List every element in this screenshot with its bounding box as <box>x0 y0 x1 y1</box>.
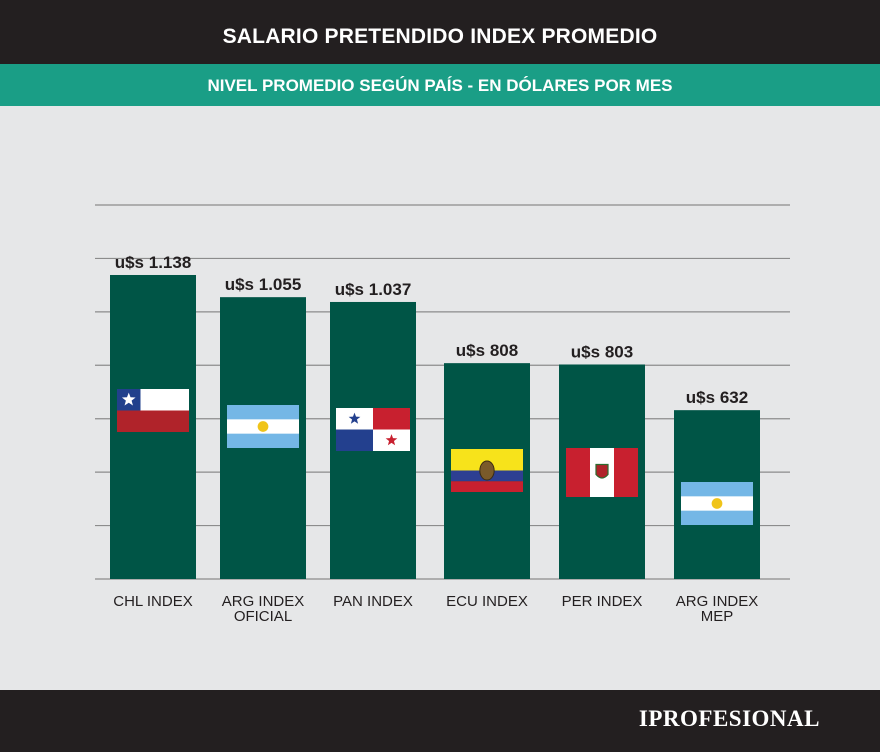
category-label: MEP <box>701 608 734 625</box>
value-label: u$s 1.055 <box>225 275 302 294</box>
category-label: OFICIAL <box>234 608 292 625</box>
brand-logo: IPROFESIONAL <box>638 706 820 731</box>
category-label: ECU INDEX <box>446 593 528 610</box>
value-label: u$s 808 <box>456 341 518 360</box>
panama-flag-icon <box>336 408 410 451</box>
ecuador-flag-icon <box>451 449 523 492</box>
chart-subtitle: NIVEL PROMEDIO SEGÚN PAÍS - EN DÓLARES P… <box>0 64 880 106</box>
footer: IPROFESIONAL <box>0 690 880 752</box>
chart-title: SALARIO PRETENDIDO INDEX PROMEDIO <box>0 0 880 64</box>
category-label: ARG INDEX <box>676 593 759 610</box>
category-label: CHL INDEX <box>113 593 192 610</box>
chart-area: u$s 1.138 CHL INDEX u$s 1.055 ARG INDEX OFIC… <box>0 106 880 690</box>
argentina-flag-icon <box>681 482 753 525</box>
category-label: ARG INDEX <box>222 593 305 610</box>
category-label: PER INDEX <box>562 593 643 610</box>
value-label: u$s 1.138 <box>115 253 192 272</box>
gridlines <box>95 204 790 580</box>
value-label: u$s 632 <box>686 388 748 407</box>
category-label: PAN INDEX <box>333 593 413 610</box>
argentina-flag-icon <box>227 405 299 448</box>
chile-flag-icon <box>117 389 189 432</box>
value-label: u$s 803 <box>571 342 633 361</box>
peru-flag-icon <box>566 448 638 497</box>
value-label: u$s 1.037 <box>335 280 412 299</box>
